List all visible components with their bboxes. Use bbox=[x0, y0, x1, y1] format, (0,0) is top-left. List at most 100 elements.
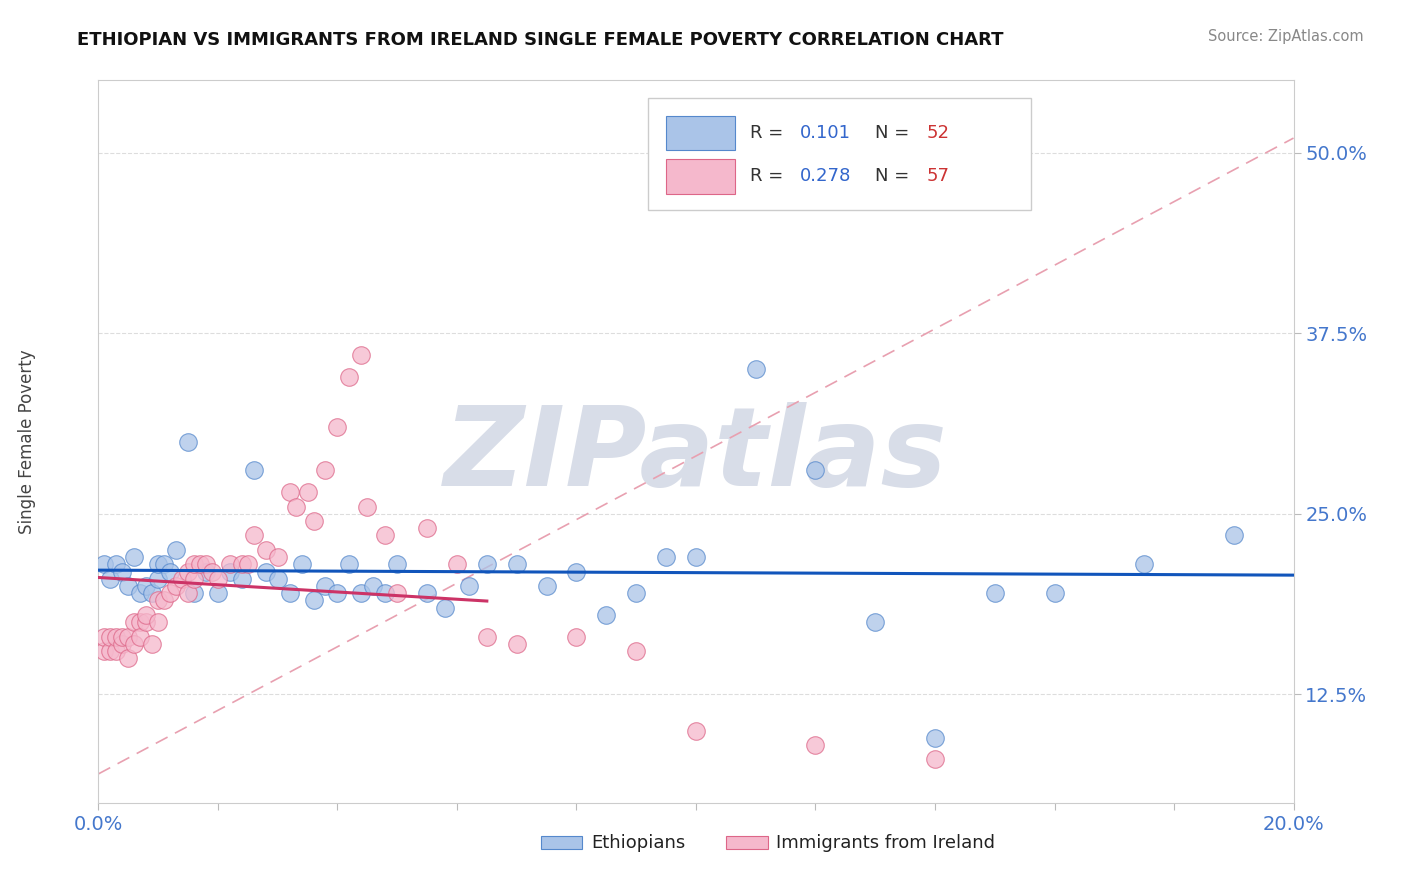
Point bbox=[865, 615, 887, 630]
Point bbox=[124, 615, 146, 630]
Point bbox=[1133, 558, 1156, 572]
Point bbox=[183, 558, 205, 572]
Point bbox=[326, 420, 349, 434]
Point bbox=[924, 752, 946, 766]
Point bbox=[595, 607, 617, 622]
Point bbox=[745, 362, 768, 376]
Point bbox=[111, 637, 134, 651]
Point bbox=[315, 463, 337, 477]
Text: 57: 57 bbox=[927, 168, 949, 186]
Point bbox=[626, 644, 648, 658]
Point bbox=[117, 579, 139, 593]
Point bbox=[416, 521, 439, 535]
Point bbox=[254, 542, 277, 557]
Point bbox=[141, 637, 163, 651]
Point bbox=[159, 565, 181, 579]
Point bbox=[117, 630, 139, 644]
Point bbox=[536, 579, 558, 593]
Point bbox=[183, 572, 205, 586]
Point bbox=[98, 630, 122, 644]
Point bbox=[195, 565, 218, 579]
Text: 52: 52 bbox=[927, 124, 949, 142]
Point bbox=[565, 630, 588, 644]
Point bbox=[98, 644, 122, 658]
Point bbox=[297, 485, 319, 500]
Point bbox=[284, 500, 307, 514]
Point bbox=[385, 558, 409, 572]
Bar bbox=[666, 159, 735, 194]
Point bbox=[278, 485, 301, 500]
Point bbox=[93, 630, 115, 644]
Point bbox=[506, 558, 529, 572]
Point bbox=[177, 586, 200, 600]
Point bbox=[434, 600, 457, 615]
Point bbox=[135, 615, 157, 630]
Point bbox=[685, 550, 707, 565]
Point bbox=[326, 586, 349, 600]
Point bbox=[148, 558, 170, 572]
Point bbox=[172, 572, 194, 586]
Point bbox=[267, 572, 290, 586]
Point bbox=[129, 615, 152, 630]
Point bbox=[804, 738, 827, 752]
Point bbox=[315, 579, 337, 593]
Point bbox=[129, 586, 152, 600]
Point bbox=[458, 579, 481, 593]
Point bbox=[207, 586, 229, 600]
Point bbox=[374, 528, 396, 542]
Point bbox=[117, 651, 139, 665]
Point bbox=[984, 586, 1007, 600]
Point bbox=[148, 593, 170, 607]
Point bbox=[219, 565, 242, 579]
Point bbox=[475, 630, 498, 644]
Point bbox=[416, 586, 439, 600]
Point bbox=[129, 630, 152, 644]
Point bbox=[291, 558, 314, 572]
Text: N =: N = bbox=[876, 124, 915, 142]
Point bbox=[350, 586, 373, 600]
Point bbox=[506, 637, 529, 651]
Point bbox=[135, 579, 157, 593]
Point bbox=[153, 593, 176, 607]
Point bbox=[243, 463, 266, 477]
Bar bbox=[725, 836, 768, 849]
Point bbox=[1223, 528, 1246, 542]
Text: Ethiopians: Ethiopians bbox=[591, 833, 685, 852]
Text: ZIPatlas: ZIPatlas bbox=[444, 402, 948, 509]
Text: N =: N = bbox=[876, 168, 915, 186]
Point bbox=[124, 637, 146, 651]
Point bbox=[236, 558, 259, 572]
Point bbox=[105, 558, 128, 572]
Bar bbox=[541, 836, 582, 849]
Point bbox=[153, 558, 176, 572]
Point bbox=[201, 565, 224, 579]
Point bbox=[148, 572, 170, 586]
Point bbox=[339, 558, 361, 572]
Point bbox=[302, 593, 325, 607]
Text: R =: R = bbox=[749, 124, 789, 142]
Point bbox=[207, 572, 229, 586]
Point bbox=[374, 586, 396, 600]
Text: 0.278: 0.278 bbox=[800, 168, 851, 186]
Point bbox=[231, 558, 253, 572]
Point bbox=[254, 565, 277, 579]
Point bbox=[685, 723, 707, 738]
Point bbox=[339, 369, 361, 384]
Point bbox=[626, 586, 648, 600]
Point bbox=[924, 731, 946, 745]
Point bbox=[183, 586, 205, 600]
Point bbox=[141, 586, 163, 600]
Point bbox=[804, 463, 827, 477]
Point bbox=[159, 586, 181, 600]
Text: 0.101: 0.101 bbox=[800, 124, 851, 142]
Point bbox=[177, 565, 200, 579]
Point bbox=[302, 514, 325, 528]
FancyBboxPatch shape bbox=[648, 98, 1031, 211]
Point bbox=[188, 558, 211, 572]
Point bbox=[385, 586, 409, 600]
Point bbox=[98, 572, 122, 586]
Point bbox=[350, 348, 373, 362]
Point bbox=[165, 579, 187, 593]
Point bbox=[148, 615, 170, 630]
Point bbox=[278, 586, 301, 600]
